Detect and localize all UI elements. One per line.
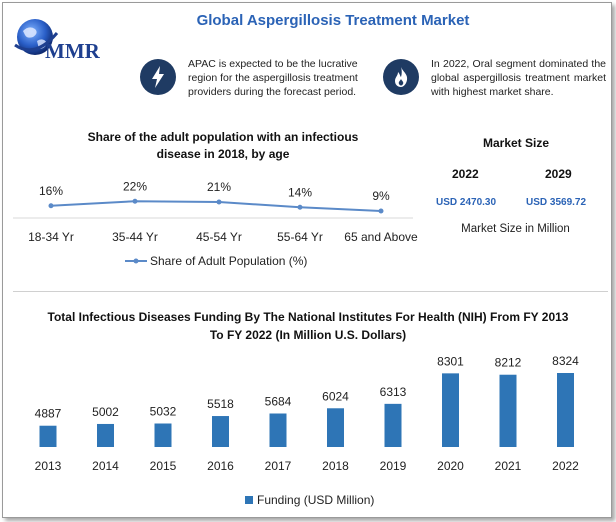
funding-bar xyxy=(39,425,57,447)
funding-bar xyxy=(97,423,114,447)
line-data-label: 14% xyxy=(288,185,312,199)
market-size-year-2029: 2029 xyxy=(545,167,572,181)
funding-bar xyxy=(212,416,229,447)
bar-category-label: 2018 xyxy=(322,459,349,473)
line-point xyxy=(216,199,222,205)
line-data-label: 9% xyxy=(372,189,390,203)
bar-legend-label: Funding (USD Million) xyxy=(257,493,374,507)
line-category-label: 18-34 Yr xyxy=(28,230,74,244)
market-size-value-2029: USD 3569.72 xyxy=(526,197,587,208)
bar-category-label: 2019 xyxy=(380,459,407,473)
mmr-logo: MMR xyxy=(13,15,133,63)
bar-category-label: 2015 xyxy=(150,459,177,473)
bar-category-label: 2013 xyxy=(35,459,62,473)
line-point xyxy=(132,198,138,204)
bar-data-label: 5684 xyxy=(265,394,292,408)
funding-bar xyxy=(384,403,402,447)
flame-icon-badge xyxy=(383,59,419,95)
line-category-label: 55-64 Yr xyxy=(277,230,323,244)
line-category-label: 65 and Above xyxy=(344,230,418,244)
line-category-label: 45-54 Yr xyxy=(196,230,242,244)
bar-chart: 4887 5002 5032 5518 5684 6024 6313 8301 8212 8324… xyxy=(35,354,580,507)
oral-note: In 2022, Oral segment dominated the glob… xyxy=(431,58,606,98)
bar-category-label: 2016 xyxy=(207,459,234,473)
bar-data-label: 4887 xyxy=(35,407,62,421)
bar-chart-title: Total Infectious Diseases Funding By The… xyxy=(47,310,569,342)
bar-category-label: 2020 xyxy=(437,459,464,473)
apac-note: APAC is expected to be the lucrative reg… xyxy=(188,58,358,98)
market-size-caption: Market Size in Million xyxy=(461,223,570,235)
funding-bar xyxy=(269,413,287,447)
funding-bar xyxy=(442,373,459,447)
bar-data-label: 8301 xyxy=(437,354,464,368)
bar-data-label: 6313 xyxy=(380,385,407,399)
lightning-icon-badge xyxy=(140,59,176,95)
funding-bar xyxy=(327,408,344,447)
infographic-frame: MMR Global Aspergillosis Treatment Marke… xyxy=(2,2,612,518)
line-chart-title: Share of the adult population with an in… xyxy=(87,130,359,161)
market-size-value-2022: USD 2470.30 xyxy=(436,197,497,208)
bar-legend-swatch xyxy=(245,496,253,504)
line-point xyxy=(297,204,303,210)
bar-data-label: 5002 xyxy=(92,405,119,419)
page-title: Global Aspergillosis Treatment Market xyxy=(196,12,470,29)
line-data-label: 22% xyxy=(123,179,147,193)
line-legend-label: Share of Adult Population (%) xyxy=(150,254,307,268)
funding-bar xyxy=(154,423,172,447)
funding-bar xyxy=(499,374,517,447)
line-legend-marker xyxy=(133,258,139,264)
line-series-path xyxy=(50,200,382,212)
market-size-title: Market Size xyxy=(482,136,550,150)
flame-icon xyxy=(395,67,408,87)
line-data-label: 16% xyxy=(39,184,63,198)
globe-icon xyxy=(14,19,59,55)
bar-data-label: 8324 xyxy=(552,354,579,368)
market-size-year-2022: 2022 xyxy=(452,167,479,181)
funding-bar xyxy=(557,373,574,447)
line-chart: 16% 22% 21% 14% 9% 18-34 Yr 35-44 Yr 45-54 Yr 5… xyxy=(13,179,418,268)
logo-text: MMR xyxy=(45,39,100,63)
bar-category-label: 2022 xyxy=(552,459,579,473)
line-point xyxy=(48,203,54,209)
bar-category-label: 2014 xyxy=(92,459,119,473)
bar-category-label: 2017 xyxy=(265,459,292,473)
bar-data-label: 5518 xyxy=(207,397,234,411)
bar-data-label: 8212 xyxy=(495,356,522,370)
bar-data-label: 6024 xyxy=(322,389,349,403)
line-point xyxy=(378,208,384,214)
line-data-label: 21% xyxy=(207,180,231,194)
lightning-icon xyxy=(152,66,164,88)
bar-category-label: 2021 xyxy=(495,459,522,473)
bar-data-label: 5032 xyxy=(150,404,177,418)
line-category-label: 35-44 Yr xyxy=(112,230,158,244)
section-divider xyxy=(13,291,608,292)
